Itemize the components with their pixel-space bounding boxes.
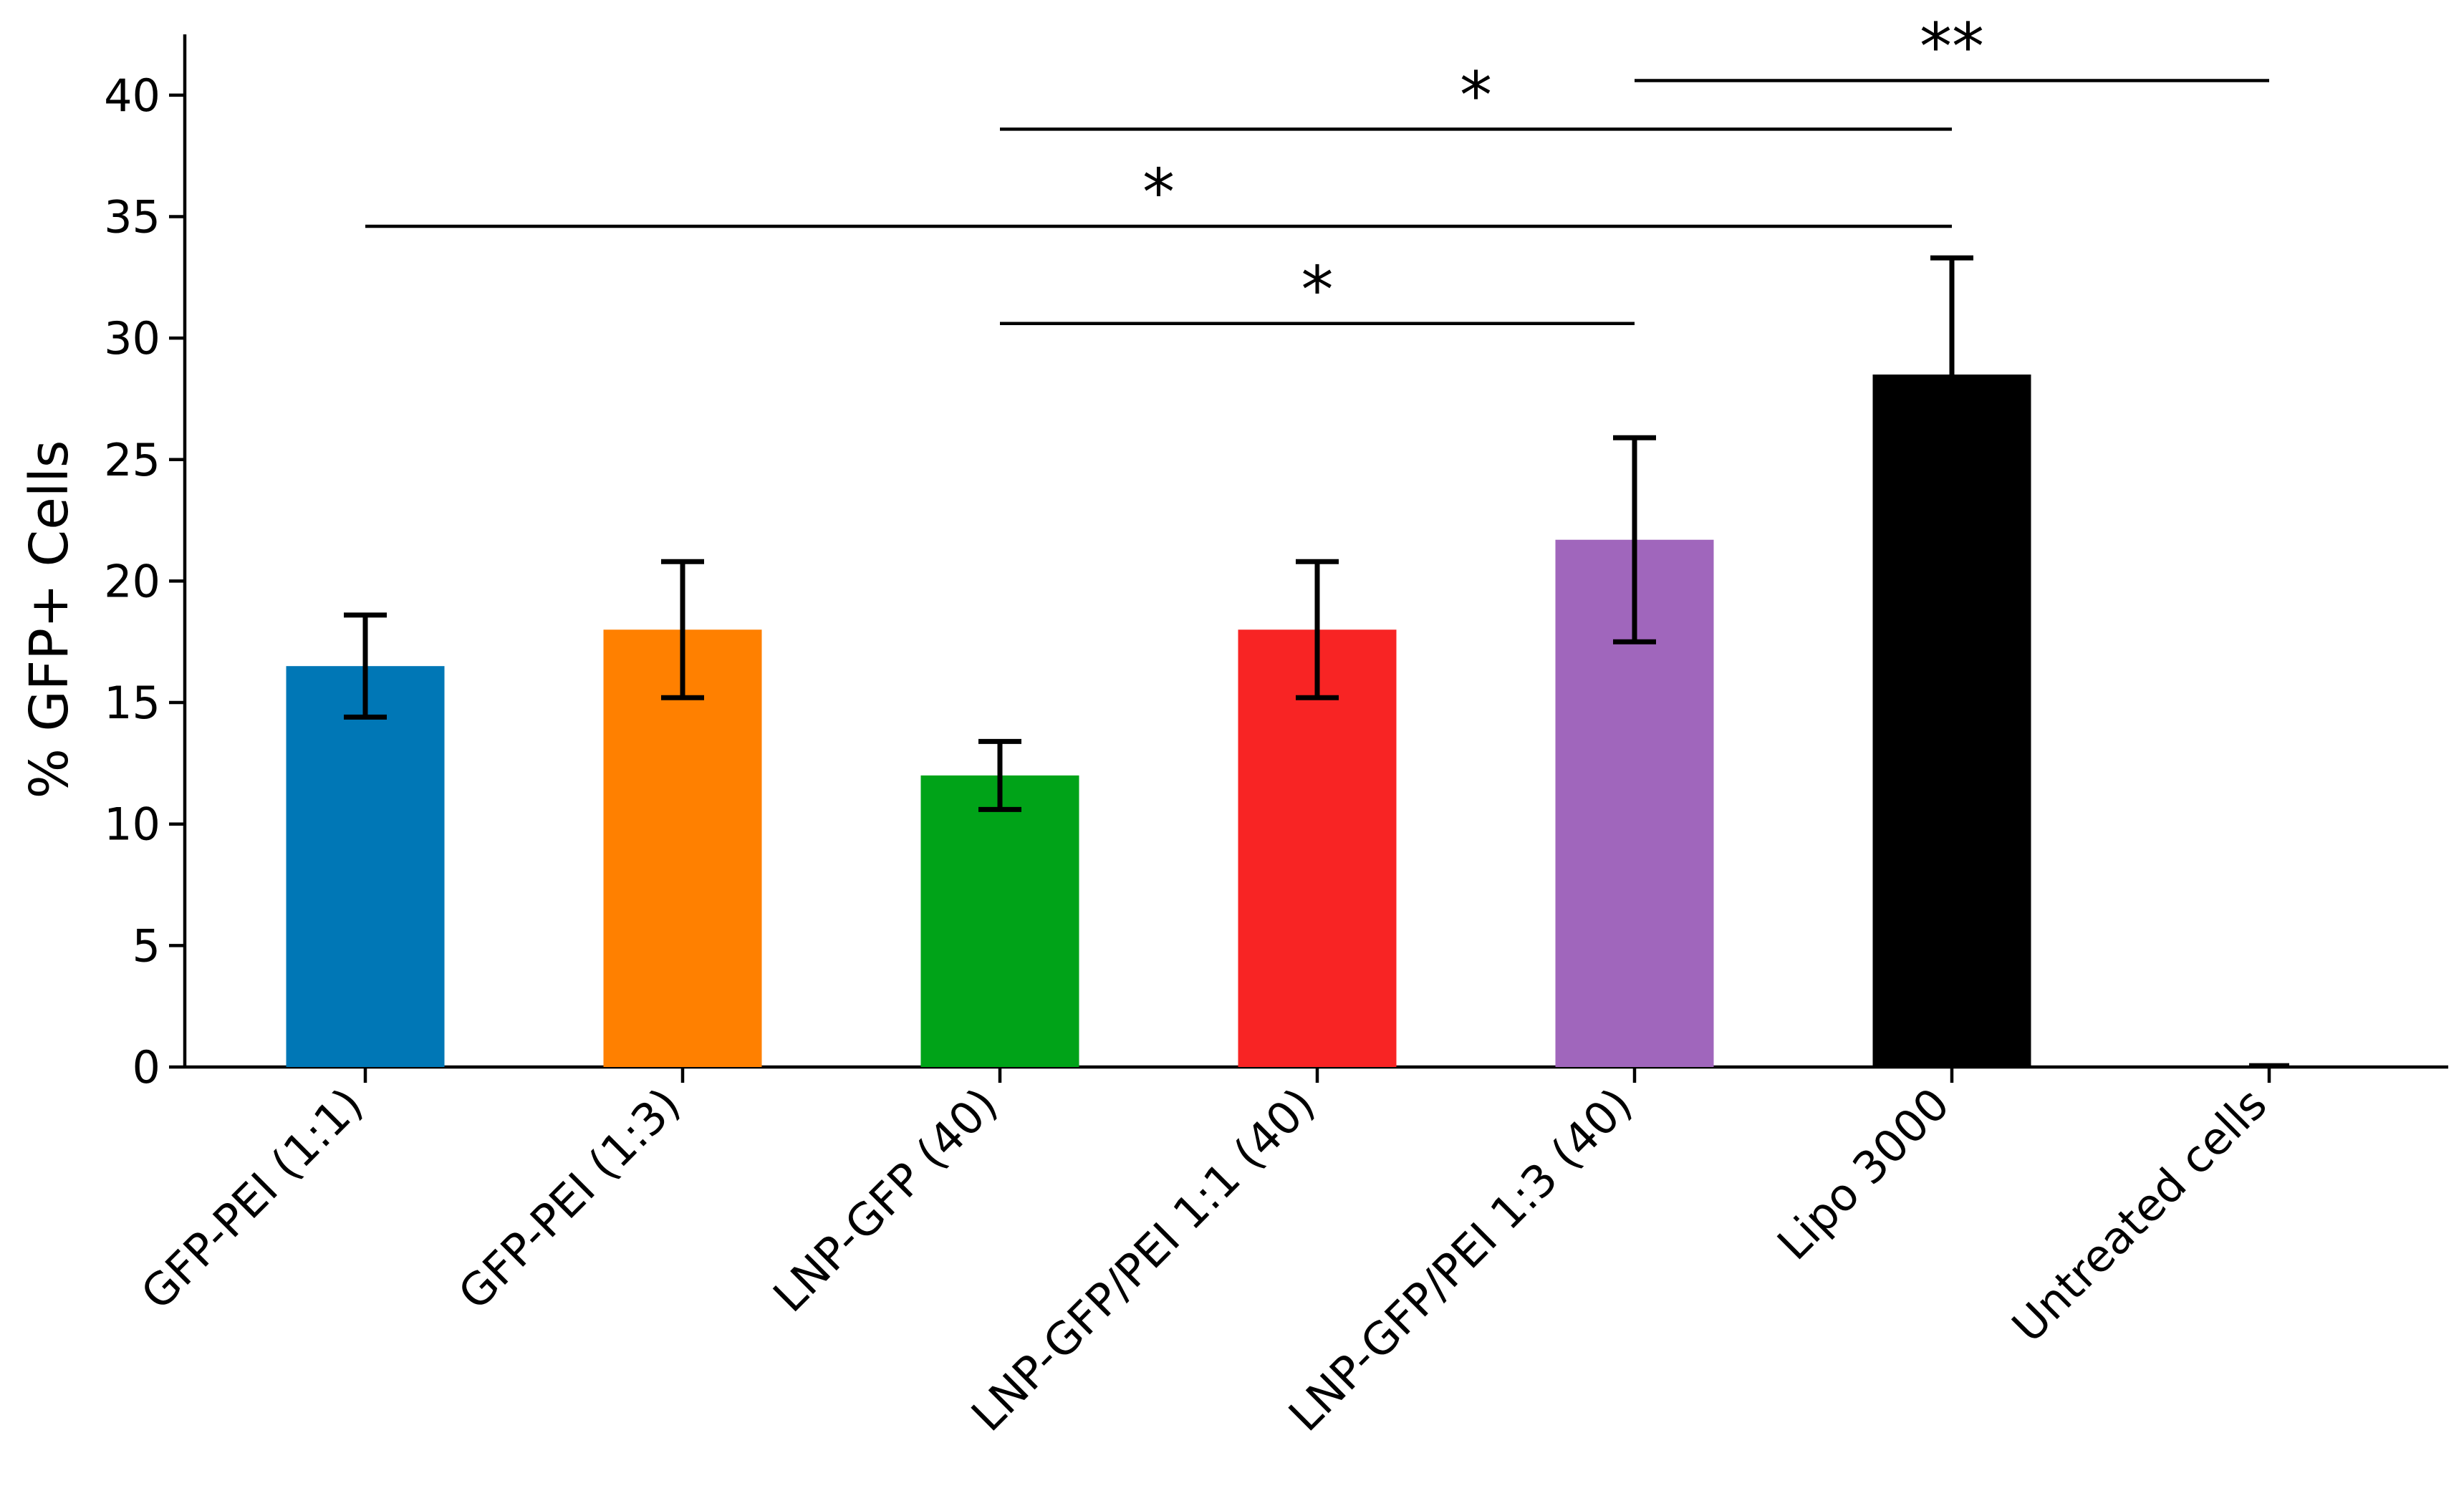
x-tick-label: GFP-PEI (1:1) <box>131 1078 373 1320</box>
y-tick-label: 35 <box>104 190 160 243</box>
x-tick-label: GFP-PEI (1:3) <box>448 1078 690 1320</box>
axes: 0 5 10 15 20 25 30 35 40 % GFP+ Cells <box>19 34 2448 1094</box>
x-tick-label: Untreated cells <box>2002 1078 2277 1353</box>
y-tick-label: 40 <box>104 69 160 122</box>
significance-label: * <box>1142 155 1175 231</box>
x-tick-label: Lipo 3000 <box>1767 1078 1959 1270</box>
x-tick-label: LNP-GFP (40) <box>763 1078 1007 1322</box>
bar <box>286 666 445 1067</box>
y-tick-label: 5 <box>133 919 160 972</box>
y-tick-label: 30 <box>104 312 160 365</box>
bar <box>603 629 762 1067</box>
y-tick-label: 15 <box>104 677 160 729</box>
x-tick-label: LNP-GFP/PEI 1:3 (40) <box>1279 1078 1642 1442</box>
bar <box>1238 629 1397 1067</box>
bars-group <box>286 375 2289 1067</box>
labels-group: GFP-PEI (1:1) GFP-PEI (1:3) LNP-GFP (40)LN… <box>131 1078 2277 1442</box>
significance-label: ** <box>1920 9 1984 85</box>
y-tick-label: 20 <box>104 555 160 607</box>
error-bars-group <box>344 255 1973 812</box>
y-tick-label: 0 <box>133 1041 160 1094</box>
y-tick-label: 10 <box>104 798 160 851</box>
significance-group: ***** <box>365 9 2269 328</box>
x-tick-label: LNP-GFP/PEI 1:1 (40) <box>961 1078 1325 1442</box>
significance-label: * <box>1301 253 1334 328</box>
y-tick-label: 25 <box>104 434 160 486</box>
significance-label: * <box>1460 58 1492 133</box>
y-axis-title: % GFP+ Cells <box>19 440 80 799</box>
bar <box>920 775 1079 1067</box>
